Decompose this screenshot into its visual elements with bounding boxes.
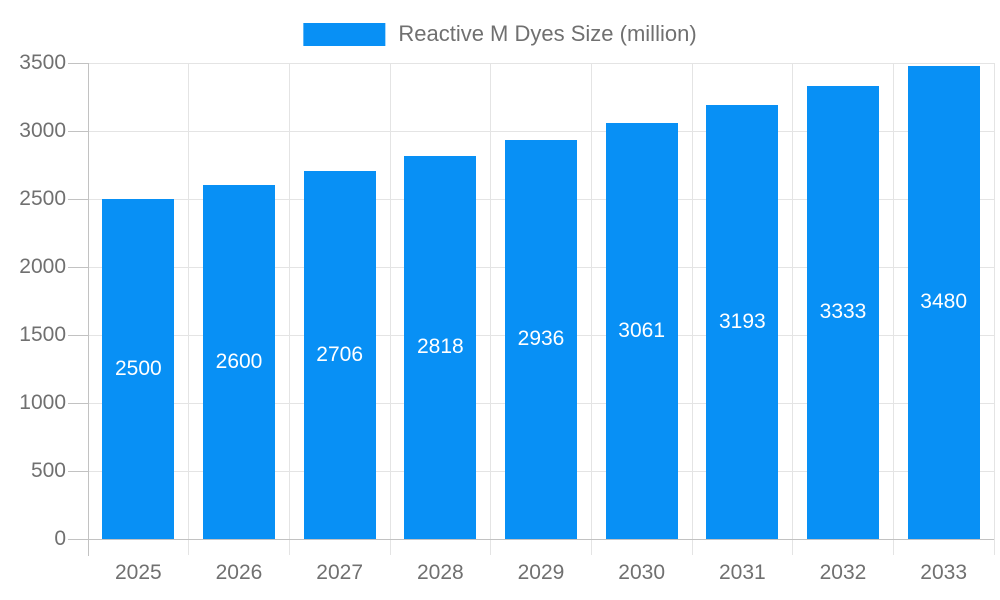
y-axis-tick-label: 1000: [19, 391, 66, 414]
chart-legend[interactable]: Reactive M Dyes Size (million): [303, 21, 697, 47]
bar-2032[interactable]: 3333: [807, 85, 879, 539]
bar-value-label: 2818: [416, 335, 464, 359]
bar-2031[interactable]: 3193: [706, 104, 779, 539]
bar-value-label: 2500: [114, 357, 162, 380]
gridline-vertical: [188, 63, 190, 555]
bar-value-label: 2600: [215, 350, 263, 374]
bar-value-label: 3480: [920, 290, 968, 314]
y-axis-tick-label: 0: [54, 527, 66, 550]
gridline-horizontal: [88, 130, 994, 132]
bar-2033[interactable]: 3480: [907, 65, 980, 539]
y-axis-tick-mark: [68, 470, 88, 472]
y-axis-tick-mark: [68, 130, 88, 132]
y-axis-tick-mark: [68, 62, 88, 64]
y-axis-tick-label: 1500: [19, 323, 66, 346]
bar-value-label: 2936: [517, 327, 565, 351]
y-axis-tick-label: 2500: [19, 187, 66, 210]
bar-value-label: 3193: [718, 309, 766, 333]
gridline-vertical: [590, 63, 592, 555]
y-axis-tick-label: 2000: [19, 255, 66, 278]
bar-value-label: 3061: [618, 318, 666, 342]
gridline-vertical: [792, 63, 794, 555]
gridline-vertical: [288, 63, 290, 555]
y-axis-tick-mark: [68, 334, 88, 336]
x-axis-tick-label: 2029: [517, 561, 565, 584]
gridline-vertical: [389, 63, 391, 555]
y-axis-line: [87, 63, 89, 556]
x-axis-tick-label: 2031: [718, 561, 766, 584]
x-axis-tick-label: 2026: [215, 561, 263, 584]
y-axis-tick-label: 3500: [19, 51, 66, 74]
y-axis-tick-label: 3000: [19, 119, 66, 142]
gridline-horizontal: [88, 62, 994, 64]
bar-2027[interactable]: 2706: [303, 170, 376, 539]
gridline-vertical: [691, 63, 693, 555]
legend-swatch-icon: [303, 22, 386, 46]
x-axis-tick-label: 2028: [416, 561, 464, 584]
legend-label: Reactive M Dyes Size (million): [398, 21, 697, 46]
y-axis-tick-mark: [68, 402, 88, 404]
bar-2030[interactable]: 3061: [605, 122, 678, 539]
gridline-vertical: [993, 63, 995, 555]
x-axis-tick-label: 2032: [819, 561, 867, 584]
bar-2028[interactable]: 2818: [404, 155, 477, 539]
x-axis-tick-label: 2025: [114, 561, 162, 584]
y-axis-tick-mark: [68, 266, 88, 268]
x-axis-line: [68, 538, 994, 540]
x-axis-tick-label: 2033: [920, 561, 968, 584]
x-axis-tick-label: 2030: [618, 561, 666, 584]
gridline-vertical: [490, 63, 492, 555]
y-axis-tick-label: 500: [30, 459, 66, 482]
gridline-vertical: [892, 63, 894, 555]
bar-2029[interactable]: 2936: [505, 139, 577, 539]
x-axis-tick-label: 2027: [316, 561, 364, 584]
bar-2026[interactable]: 2600: [203, 185, 275, 539]
y-axis-tick-mark: [68, 198, 88, 200]
bar-value-label: 2706: [316, 342, 364, 366]
bar-value-label: 3333: [819, 300, 867, 324]
bar-2025[interactable]: 2500: [102, 199, 175, 539]
